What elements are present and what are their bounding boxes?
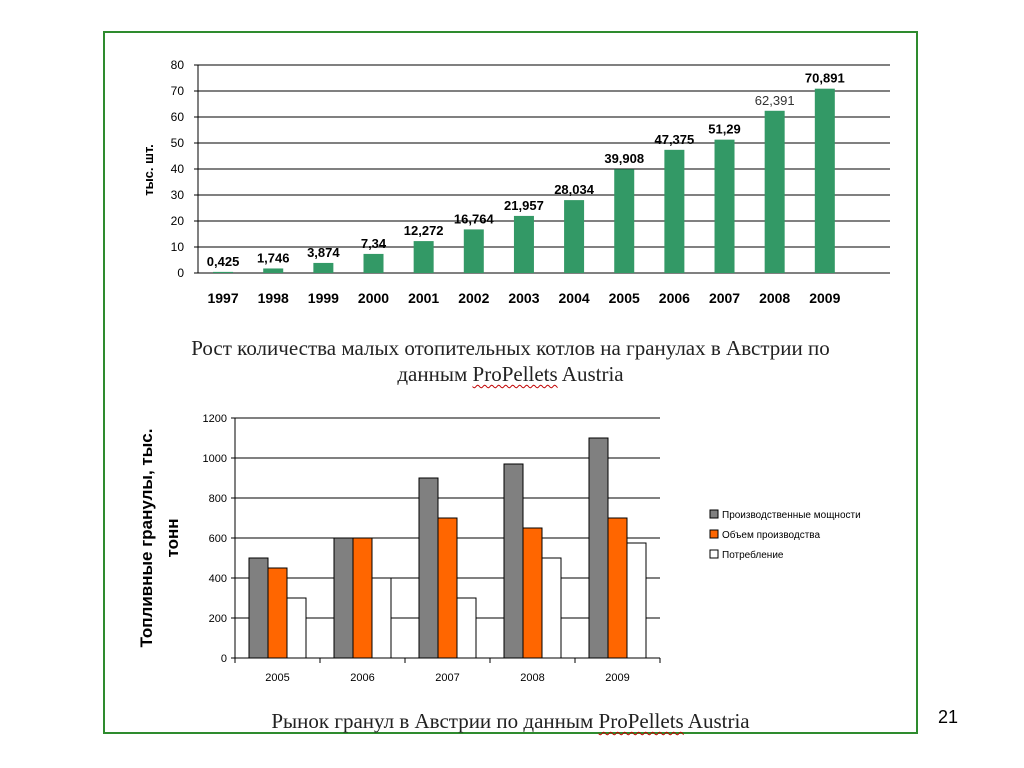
- data-label: 1,746: [257, 250, 290, 265]
- bar: [213, 271, 234, 273]
- x-tick-label: 1998: [258, 290, 289, 306]
- x-tick-label: 2007: [709, 290, 740, 306]
- y-tick-label: 20: [171, 214, 185, 228]
- data-label: 51,29: [708, 122, 741, 137]
- x-tick-label: 2002: [458, 290, 489, 306]
- legend-swatch: [709, 529, 719, 539]
- y-tick-label: 80: [171, 58, 185, 72]
- bar: [313, 262, 334, 273]
- y-axis-label-line1: Топливные гранулы, тыс.: [137, 429, 156, 648]
- bar: [588, 437, 609, 659]
- data-label: 28,034: [554, 182, 595, 197]
- page-number: 21: [938, 707, 959, 727]
- y-tick-label: 400: [209, 573, 227, 585]
- x-tick-label: 2006: [350, 672, 374, 684]
- y-tick-label: 50: [171, 136, 185, 150]
- data-label: 70,891: [805, 71, 845, 86]
- y-tick-label: 600: [209, 533, 227, 545]
- x-tick-label: 2000: [358, 290, 389, 306]
- bar: [267, 567, 288, 659]
- bar: [714, 139, 735, 273]
- chart2-caption: Рынок гранул в Австрии по данным ProPell…: [103, 708, 918, 734]
- bar: [764, 110, 785, 273]
- bar: [418, 477, 439, 659]
- data-label: 21,957: [504, 198, 544, 213]
- bar: [363, 253, 384, 273]
- chart-pellet-market: 0 200 400 600 800 1000 1200 2005 2006 2007 2008 200…: [137, 413, 861, 684]
- bar: [456, 597, 477, 659]
- caption-text: Austria: [557, 362, 624, 386]
- x-tick-label: 2004: [559, 290, 590, 306]
- chart1-caption-line2: данным ProPellets Austria: [103, 361, 918, 387]
- bar: [463, 229, 484, 273]
- slide-frame: [103, 31, 918, 734]
- data-label: 47,375: [654, 132, 694, 147]
- data-label: 0,425: [207, 254, 240, 269]
- bar: [814, 88, 835, 273]
- y-tick-label: 1000: [203, 453, 227, 465]
- caption-brand: ProPellets: [598, 709, 684, 733]
- x-tick-label: 2005: [265, 672, 289, 684]
- caption-text: Austria: [683, 709, 750, 733]
- chart1-caption-line1: Рост количества малых отопительных котло…: [191, 336, 830, 360]
- caption-text: Рынок гранул в Австрии по данным: [271, 709, 599, 733]
- x-tick-label: 2003: [508, 290, 539, 306]
- x-tick-label: 2001: [408, 290, 439, 306]
- bar: [607, 517, 628, 659]
- y-axis-label: тыс. шт.: [141, 144, 156, 196]
- caption-text: данным: [397, 362, 473, 386]
- bar: [352, 537, 373, 659]
- bar: [626, 542, 647, 659]
- bar: [437, 517, 458, 659]
- caption-brand: ProPellets: [472, 362, 558, 386]
- y-tick-label: 70: [171, 84, 185, 98]
- data-label: 62,391: [755, 93, 795, 108]
- y-tick-label: 1200: [203, 413, 227, 425]
- bar: [503, 463, 524, 659]
- bar: [541, 557, 562, 659]
- y-tick-label: 200: [209, 613, 227, 625]
- bar: [614, 169, 635, 273]
- y-tick-label: 0: [177, 266, 184, 280]
- bar: [664, 149, 685, 273]
- bar: [522, 527, 543, 659]
- bar: [513, 215, 534, 273]
- x-tick-label: 2007: [435, 672, 459, 684]
- legend-label: Производственные мощности: [722, 510, 861, 521]
- legend-label: Объем производства: [722, 529, 821, 541]
- bar: [333, 537, 354, 659]
- legend-label: Потребление: [722, 549, 784, 561]
- bar: [286, 597, 307, 659]
- data-label: 3,874: [307, 245, 340, 260]
- legend-swatch: [709, 509, 719, 519]
- y-tick-label: 60: [171, 110, 185, 124]
- data-label: 7,34: [361, 236, 387, 251]
- x-tick-label: 2009: [809, 290, 840, 306]
- bar: [371, 577, 392, 659]
- data-label: 12,272: [404, 223, 444, 238]
- y-tick-label: 10: [171, 240, 185, 254]
- legend-swatch: [709, 549, 719, 559]
- x-tick-label: 1997: [207, 290, 238, 306]
- bar: [263, 268, 284, 273]
- x-tick-label: 2008: [759, 290, 790, 306]
- chart1-caption: Рост количества малых отопительных котло…: [103, 335, 918, 387]
- x-tick-label: 2008: [520, 672, 544, 684]
- data-label: 39,908: [604, 151, 644, 166]
- bar: [413, 241, 434, 273]
- y-tick-label: 30: [171, 188, 185, 202]
- bar: [564, 200, 585, 273]
- y-tick-label: 0: [221, 653, 227, 665]
- y-axis-label-line2: тонн: [163, 518, 182, 557]
- x-tick-label: 1999: [308, 290, 339, 306]
- y-tick-label: 800: [209, 493, 227, 505]
- x-tick-label: 2009: [605, 672, 629, 684]
- y-tick-label: 40: [171, 162, 185, 176]
- x-tick-label: 2006: [659, 290, 690, 306]
- x-tick-label: 2005: [609, 290, 640, 306]
- data-label: 16,764: [454, 211, 495, 226]
- bar: [248, 557, 269, 659]
- chart-boiler-growth: 0 10 20 30 40 50 60 70 80 1997 0,425 1998 1,746 1999 3…: [141, 58, 890, 306]
